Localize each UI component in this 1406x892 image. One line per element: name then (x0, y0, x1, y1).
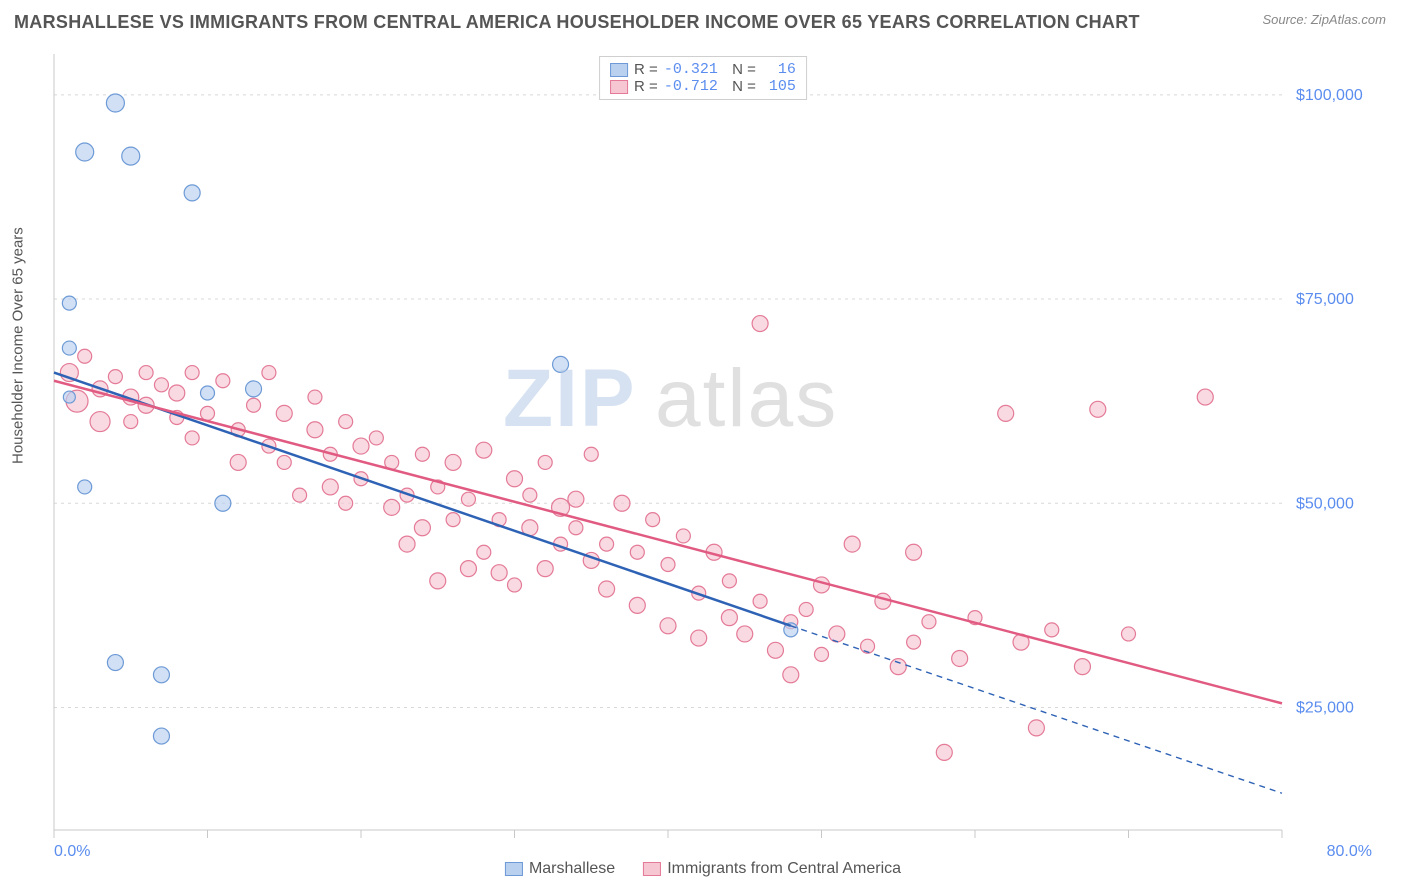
legend-row-series1: R = -0.321 N = 16 (610, 61, 796, 78)
legend-n-label: N = (724, 78, 756, 95)
legend-swatch-1 (505, 862, 523, 876)
legend-r-value-1: -0.321 (664, 61, 718, 78)
correlation-legend: R = -0.321 N = 16 R = -0.712 N = 105 (599, 56, 807, 100)
scatter-chart: $25,000 $50,000 $75,000 $100,000 0.0% 80.0% (14, 50, 1392, 878)
svg-text:$100,000: $100,000 (1296, 87, 1363, 104)
svg-text:80.0%: 80.0% (1327, 843, 1372, 860)
y-axis-label: Householder Income Over 65 years (10, 227, 27, 464)
svg-text:$25,000: $25,000 (1296, 699, 1354, 716)
svg-text:$75,000: $75,000 (1296, 291, 1354, 308)
source-link[interactable]: ZipAtlas.com (1311, 12, 1386, 27)
legend-swatch-2 (643, 862, 661, 876)
legend-n-label: N = (724, 61, 756, 78)
legend-item-1: Marshallese (505, 860, 615, 878)
header: MARSHALLESE VS IMMIGRANTS FROM CENTRAL A… (0, 0, 1406, 41)
svg-text:0.0%: 0.0% (54, 843, 90, 860)
legend-label-1: Marshallese (529, 860, 615, 877)
svg-text:$50,000: $50,000 (1296, 495, 1354, 512)
chart-title: MARSHALLESE VS IMMIGRANTS FROM CENTRAL A… (14, 12, 1140, 33)
legend-r-label: R = (634, 61, 658, 78)
legend-swatch-series2 (610, 80, 628, 94)
legend-n-value-1: 16 (762, 61, 796, 78)
legend-label-2: Immigrants from Central America (667, 860, 901, 877)
legend-row-series2: R = -0.712 N = 105 (610, 78, 796, 95)
legend-r-label: R = (634, 78, 658, 95)
legend-n-value-2: 105 (762, 78, 796, 95)
legend-swatch-series1 (610, 63, 628, 77)
source-prefix: Source: (1262, 12, 1310, 27)
chart-area: Householder Income Over 65 years $25,000… (14, 50, 1392, 878)
series-legend: Marshallese Immigrants from Central Amer… (505, 860, 901, 878)
source-attribution: Source: ZipAtlas.com (1262, 12, 1386, 27)
legend-item-2: Immigrants from Central America (643, 860, 901, 878)
legend-r-value-2: -0.712 (664, 78, 718, 95)
